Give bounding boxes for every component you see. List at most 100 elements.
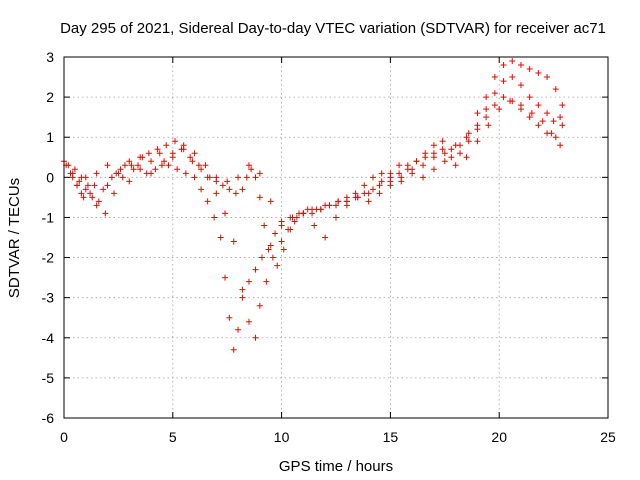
data-point bbox=[452, 162, 459, 169]
data-point bbox=[252, 334, 259, 341]
data-point bbox=[263, 278, 270, 285]
data-point bbox=[245, 162, 252, 169]
data-point bbox=[535, 122, 542, 129]
data-point bbox=[465, 130, 472, 137]
data-point bbox=[152, 166, 159, 173]
data-point bbox=[378, 170, 385, 177]
data-point bbox=[526, 94, 533, 101]
data-point bbox=[78, 190, 85, 197]
data-point bbox=[278, 218, 285, 225]
data-point bbox=[457, 150, 464, 157]
data-point bbox=[535, 102, 542, 109]
data-point bbox=[67, 170, 74, 177]
data-point bbox=[465, 138, 472, 145]
data-point bbox=[552, 86, 559, 93]
data-point bbox=[259, 254, 266, 261]
data-point bbox=[278, 238, 285, 245]
y-tick-label: 2 bbox=[46, 89, 54, 105]
data-point bbox=[311, 222, 318, 229]
data-point bbox=[245, 318, 252, 325]
data-point bbox=[333, 202, 339, 209]
data-point bbox=[463, 154, 470, 161]
data-point bbox=[252, 266, 259, 273]
x-tick-label: 15 bbox=[383, 429, 399, 445]
data-point bbox=[232, 190, 239, 197]
data-point bbox=[369, 174, 376, 181]
data-point bbox=[235, 174, 242, 181]
data-point bbox=[206, 174, 213, 181]
data-point bbox=[500, 94, 507, 101]
data-point bbox=[76, 178, 83, 185]
y-tick-label: -3 bbox=[42, 290, 55, 306]
data-point bbox=[509, 58, 516, 65]
data-point bbox=[291, 218, 298, 225]
data-point bbox=[474, 122, 481, 129]
data-point bbox=[483, 94, 490, 101]
data-point bbox=[100, 186, 107, 193]
data-points bbox=[61, 58, 566, 353]
data-point bbox=[317, 206, 324, 213]
data-point bbox=[457, 142, 464, 149]
data-point bbox=[126, 178, 133, 185]
data-point bbox=[187, 154, 194, 161]
data-point bbox=[430, 150, 437, 157]
data-point bbox=[137, 166, 144, 173]
data-point bbox=[280, 246, 287, 253]
y-tick-label: -6 bbox=[42, 410, 55, 426]
data-point bbox=[289, 214, 296, 221]
data-point bbox=[559, 102, 566, 109]
data-point bbox=[287, 226, 294, 233]
data-point bbox=[191, 174, 198, 181]
data-point bbox=[274, 262, 281, 269]
data-point bbox=[430, 166, 437, 173]
y-tick-label: -1 bbox=[42, 209, 55, 225]
data-point bbox=[404, 162, 411, 169]
data-point bbox=[126, 158, 133, 165]
data-point bbox=[369, 186, 376, 193]
data-point bbox=[376, 190, 383, 197]
data-point bbox=[115, 170, 122, 177]
y-tick-label: 1 bbox=[46, 129, 54, 145]
data-point bbox=[376, 182, 383, 189]
data-point bbox=[463, 134, 470, 141]
data-point bbox=[134, 162, 141, 169]
data-point bbox=[441, 158, 448, 165]
data-point bbox=[528, 110, 535, 117]
data-point bbox=[128, 162, 135, 169]
data-point bbox=[474, 138, 481, 145]
data-point bbox=[239, 186, 246, 193]
data-point bbox=[491, 90, 498, 97]
data-point bbox=[91, 182, 98, 189]
data-point bbox=[509, 74, 516, 81]
data-point bbox=[235, 326, 242, 333]
data-point bbox=[252, 174, 259, 181]
data-point bbox=[239, 286, 246, 293]
data-point bbox=[222, 210, 229, 217]
data-point bbox=[326, 202, 333, 209]
data-point bbox=[217, 234, 224, 241]
data-point bbox=[535, 70, 542, 77]
data-point bbox=[474, 110, 481, 117]
data-point bbox=[169, 154, 176, 161]
data-point bbox=[111, 190, 118, 197]
data-point bbox=[230, 346, 237, 353]
data-point bbox=[71, 166, 78, 173]
data-point bbox=[322, 234, 329, 241]
data-point bbox=[420, 162, 427, 169]
data-point bbox=[422, 150, 429, 157]
data-point bbox=[248, 166, 255, 173]
data-point bbox=[539, 118, 546, 125]
data-point bbox=[145, 150, 152, 157]
data-point bbox=[171, 138, 178, 145]
data-point bbox=[430, 142, 437, 149]
data-point bbox=[441, 150, 448, 157]
x-tick-label: 25 bbox=[600, 429, 616, 445]
data-point bbox=[448, 146, 455, 153]
y-axis-label: SDTVAR / TECUs bbox=[6, 178, 23, 298]
data-point bbox=[387, 182, 394, 189]
data-point bbox=[211, 214, 218, 221]
data-point bbox=[108, 174, 115, 181]
data-point bbox=[272, 230, 279, 237]
